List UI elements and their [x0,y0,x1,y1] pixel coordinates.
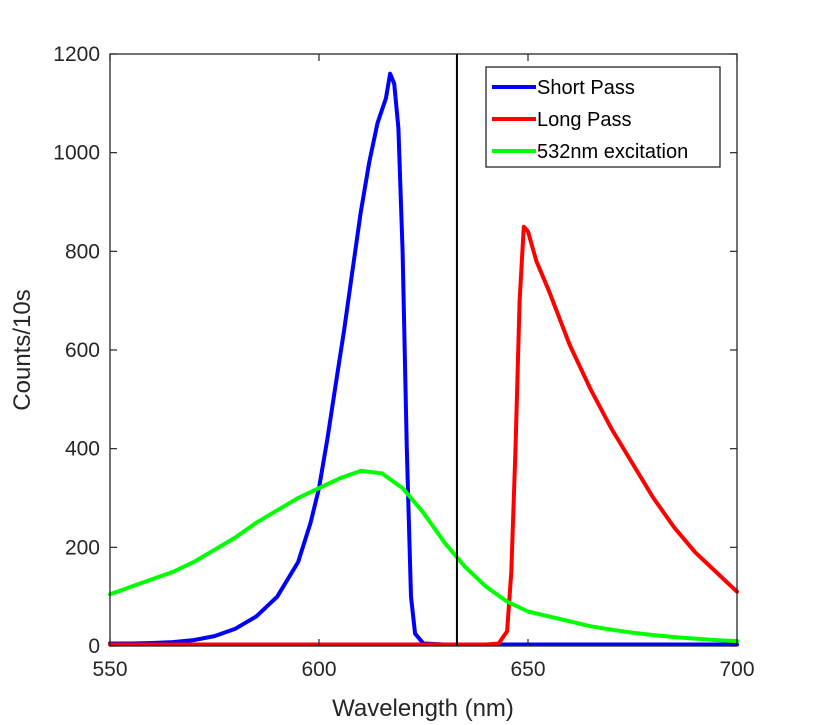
x-tick-label-3: 700 [719,658,754,681]
series-layer [108,71,739,647]
y-tick-label-5: 1000 [53,142,100,165]
y-tick-label-4: 800 [65,240,100,263]
y-tick-label-3: 600 [65,339,100,362]
ticks-layer: 550 600 650 700 0 200 400 600 800 1000 1200 [53,43,754,681]
y-tick-label-2: 400 [65,438,100,461]
x-tick-label-0: 550 [92,658,127,681]
x-tick-label-2: 650 [510,658,545,681]
series-line-2 [108,468,739,644]
legend: Short Pass Long Pass 532nm excitation [485,66,721,168]
y-tick-label-1: 200 [65,536,100,559]
y-tick-label-6: 1200 [53,43,100,66]
legend-label-2: 532nm excitation [537,141,688,163]
legend-label-0: Short Pass [537,77,635,99]
y-tick-label-0: 0 [88,635,100,658]
x-tick-label-1: 600 [301,658,336,681]
y-axis-label: Counts/10s [9,289,36,410]
legend-label-1: Long Pass [537,109,632,131]
series-line-1 [108,224,739,647]
x-axis-label: Wavelength (nm) [332,695,514,722]
